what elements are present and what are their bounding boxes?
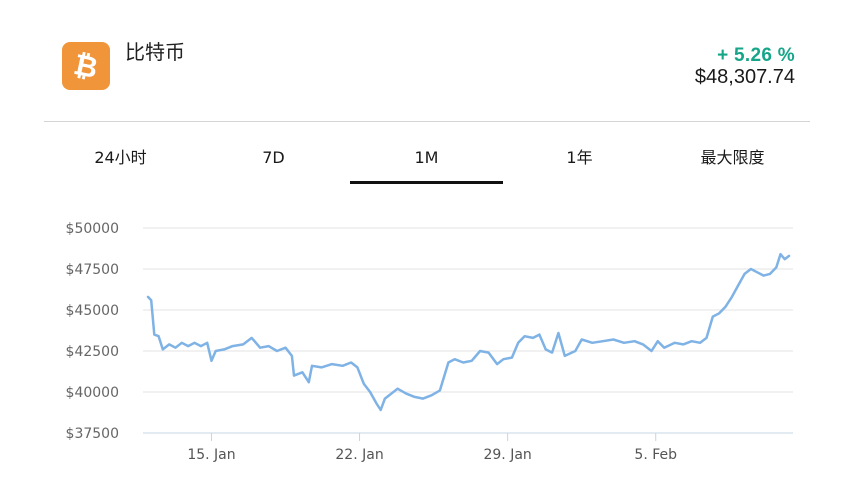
x-tick-label: 15. Jan <box>187 447 235 463</box>
current-price: $48,307.74 <box>694 66 795 88</box>
y-tick-label: $40000 <box>66 385 119 401</box>
tab-1m[interactable]: 1M <box>350 140 503 184</box>
tab-24h[interactable]: 24小时 <box>94 148 147 167</box>
price-chart: $37500 $40000 $42500 $45000 $47500 $50000 15. … <box>0 200 847 487</box>
price-chart-svg: $37500 $40000 $42500 $45000 $47500 $50000 15. … <box>66 221 793 463</box>
tab-max[interactable]: 最大限度 <box>700 148 765 167</box>
x-tick-label: 5. Feb <box>634 447 677 463</box>
tab-7d[interactable]: 7D <box>262 148 285 167</box>
y-tick-label: $42500 <box>66 344 119 360</box>
price-change-percent: + 5.26 % <box>717 45 795 66</box>
y-tick-label: $47500 <box>66 262 119 278</box>
y-tick-label: $50000 <box>66 221 119 237</box>
tab-1y[interactable]: 1年 <box>566 148 593 167</box>
time-range-tabs: 24小时 7D 1M 1年 最大限度 <box>44 140 810 188</box>
x-tick-label: 22. Jan <box>335 447 383 463</box>
y-tick-label: $37500 <box>66 426 119 442</box>
y-tick-label: $45000 <box>66 303 119 319</box>
header-divider <box>44 121 810 122</box>
price-series-line <box>146 252 791 412</box>
x-tick-label: 29. Jan <box>483 447 531 463</box>
bitcoin-symbol: ₿ <box>70 46 102 85</box>
bitcoin-logo-icon: ₿ <box>62 42 110 90</box>
coin-name: 比特币 <box>125 40 185 64</box>
coin-header: ₿ 比特币 + 5.26 % $48,307.74 <box>0 0 847 122</box>
